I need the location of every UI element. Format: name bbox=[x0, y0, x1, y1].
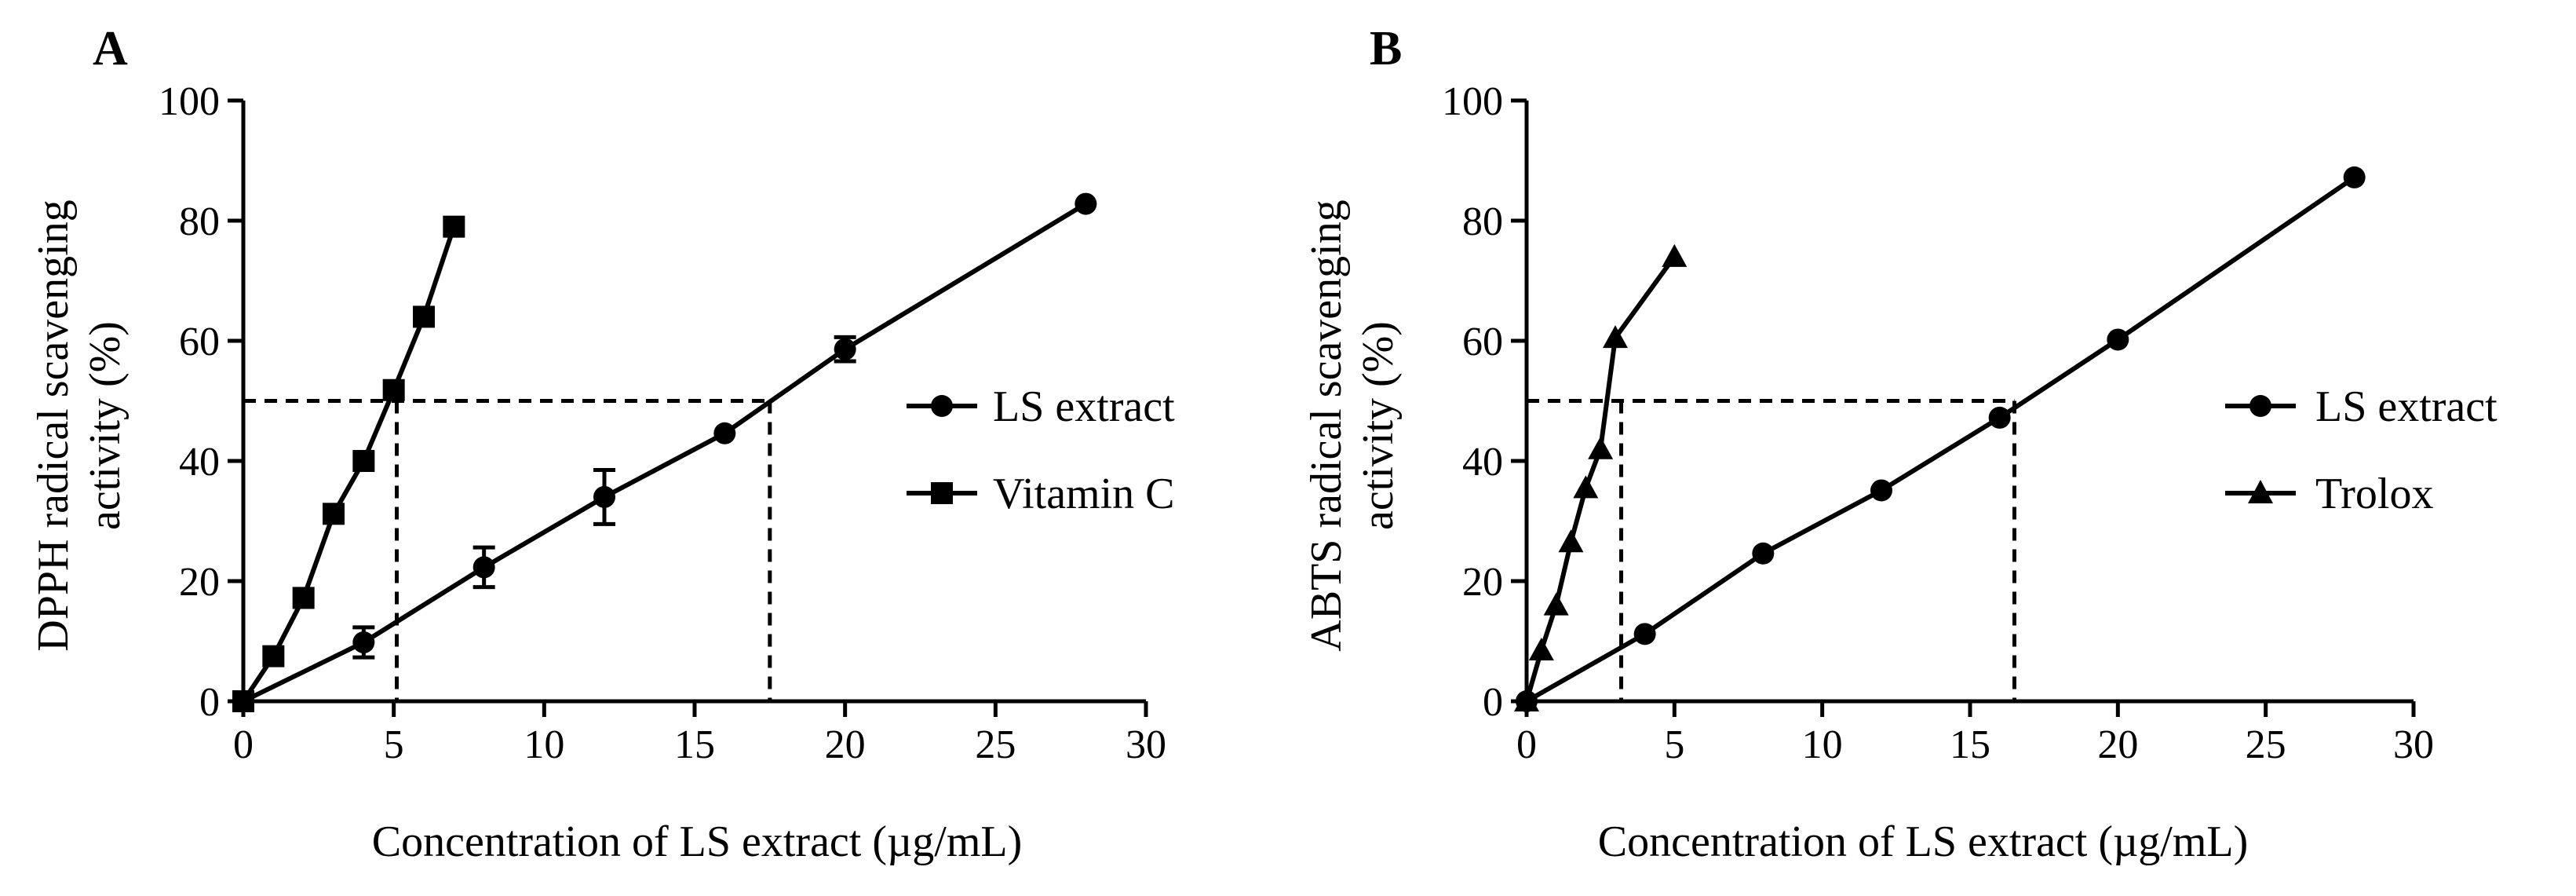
panel-b-x-tick-label: 30 bbox=[2393, 722, 2434, 767]
panel-b-series-trolox-point bbox=[1558, 529, 1584, 553]
panel-b-y-tick-label: 80 bbox=[1462, 199, 1503, 244]
panel-b-y-tick-label: 0 bbox=[1483, 680, 1503, 725]
panel-a-x-tick-label: 20 bbox=[825, 722, 866, 767]
panel-a-series-vitamin-c-point bbox=[292, 587, 315, 609]
panel-a-legend-marker-vitamin-c bbox=[931, 482, 953, 504]
panel-b-y-tick-label: 60 bbox=[1462, 320, 1503, 364]
panel-b: B 0 5 10 15 20 25 30 0 20 40 60 80 100 Concentration… bbox=[1302, 22, 2498, 866]
panel-a-series-vitamin-c-line bbox=[241, 225, 457, 703]
panel-b-series-ls-extract-point bbox=[2107, 328, 2129, 351]
panel-a-x-tick-label: 10 bbox=[524, 722, 564, 767]
panel-a-legend-label-vitamin-c: Vitamin C bbox=[993, 470, 1175, 518]
panel-a-y-tick-label: 40 bbox=[179, 440, 220, 485]
panel-b-x-tick-label: 10 bbox=[1802, 722, 1843, 767]
panel-b-x-tick-label: 25 bbox=[2246, 722, 2286, 767]
panel-a-y-tick-label: 60 bbox=[179, 320, 220, 364]
panel-a-series-ls-extract-point bbox=[1075, 192, 1097, 215]
panel-b-x-tick-label: 15 bbox=[1950, 722, 1990, 767]
panel-b-legend-label-trolox: Trolox bbox=[2315, 470, 2433, 518]
panel-b-y-tick-label: 20 bbox=[1462, 560, 1503, 605]
panel-a-x-tick-label: 5 bbox=[384, 722, 404, 767]
panel-a-y-tick-label: 100 bbox=[159, 79, 220, 124]
panel-a-y-axis-title-line2: activity (%) bbox=[81, 321, 130, 530]
panel-b-series-ls-extract-point bbox=[2343, 166, 2366, 188]
panel-a-series-vitamin-c-point bbox=[413, 305, 435, 328]
panel-a-label: A bbox=[93, 22, 128, 75]
panel-b-series-trolox-point bbox=[1662, 243, 1688, 267]
panel-a-series-vitamin-c-point bbox=[382, 379, 405, 401]
panel-a-x-tick-label: 15 bbox=[674, 722, 715, 767]
panel-a-series-ls-extract-point bbox=[473, 556, 495, 579]
panel-b-series-ls-extract-line bbox=[1525, 175, 2356, 704]
panel-a-x-tick-label: 25 bbox=[975, 722, 1016, 767]
panel-a-x-tick-label: 30 bbox=[1126, 722, 1166, 767]
panel-b-series-trolox-point bbox=[1528, 637, 1554, 660]
panel-b-series-trolox-point bbox=[1543, 592, 1569, 616]
panel-a-series-vitamin-c-point bbox=[262, 645, 285, 667]
panel-b-series-ls-extract-point bbox=[1988, 406, 2011, 429]
panel-a-legend-marker-ls-extract bbox=[931, 395, 953, 417]
panel-b-series-ls-extract-point bbox=[1752, 542, 1775, 565]
panel-a-series-vitamin-c-point bbox=[323, 503, 345, 525]
panel-a-legend-label-ls-extract: LS extract bbox=[993, 382, 1175, 431]
panel-a-series-ls-extract-point bbox=[713, 422, 736, 444]
panel-b-x-tick-label: 20 bbox=[2097, 722, 2138, 767]
panel-a-series-vitamin-c-point bbox=[443, 215, 465, 238]
panel-a-series-ls-extract-point bbox=[352, 631, 375, 654]
panel-b-x-tick-label: 0 bbox=[1516, 722, 1537, 767]
panel-b-label: B bbox=[1370, 22, 1402, 75]
panel-b-series-ls-extract-point bbox=[1633, 623, 1656, 645]
panel-a-series-ls-extract-point bbox=[593, 485, 615, 508]
panel-b-series-trolox-point bbox=[1588, 436, 1614, 459]
panel-a-plot-area: 0 5 10 15 20 25 30 0 20 40 60 80 100 bbox=[159, 79, 1166, 767]
panel-b-series-trolox-point bbox=[1573, 475, 1599, 499]
panel-b-y-tick-label: 100 bbox=[1442, 79, 1503, 124]
panel-b-x-axis-title: Concentration of LS extract (µg/mL) bbox=[1598, 817, 2248, 866]
panel-b-legend-label-ls-extract: LS extract bbox=[2315, 382, 2498, 431]
panel-b-legend-marker-trolox bbox=[2248, 480, 2273, 503]
panel-b-legend: LS extract Trolox bbox=[2225, 382, 2498, 518]
panel-b-y-axis-title-line2: activity (%) bbox=[1354, 321, 1403, 530]
panel-b-y-axis-title-line1: ABTS radical scavenging bbox=[1302, 199, 1351, 651]
panel-a-series-ls-extract-point bbox=[834, 338, 856, 360]
panel-b-series-ls-extract-point bbox=[1870, 479, 1892, 502]
panel-a-series-vitamin-c-point bbox=[232, 690, 254, 712]
panel-b-y-tick-label: 40 bbox=[1462, 440, 1503, 485]
panel-a-x-tick-label: 0 bbox=[233, 722, 254, 767]
panel-a-y-tick-label: 0 bbox=[199, 680, 220, 725]
panel-a-x-axis-title: Concentration of LS extract (µg/mL) bbox=[372, 817, 1022, 866]
panel-a-y-tick-label: 20 bbox=[179, 560, 220, 605]
panel-a-y-tick-label: 80 bbox=[179, 199, 220, 244]
panel-a-series-vitamin-c-point bbox=[352, 450, 375, 472]
panel-a-y-axis-title-line1: DPPH radical scavenging bbox=[29, 199, 78, 651]
panel-b-series-trolox-point bbox=[1514, 689, 1539, 711]
panel-b-series-trolox-point bbox=[1603, 325, 1628, 349]
panel-b-legend-marker-ls-extract bbox=[2249, 395, 2271, 417]
panel-b-x-tick-label: 5 bbox=[1664, 722, 1684, 767]
panel-a-legend: LS extract Vitamin C bbox=[907, 382, 1175, 518]
panel-a: A 0 5 10 15 20 25 30 0 20 40 60 80 100 Concentration… bbox=[29, 22, 1175, 866]
panel-b-plot-area: 0 5 10 15 20 25 30 0 20 40 60 80 100 bbox=[1442, 79, 2434, 767]
